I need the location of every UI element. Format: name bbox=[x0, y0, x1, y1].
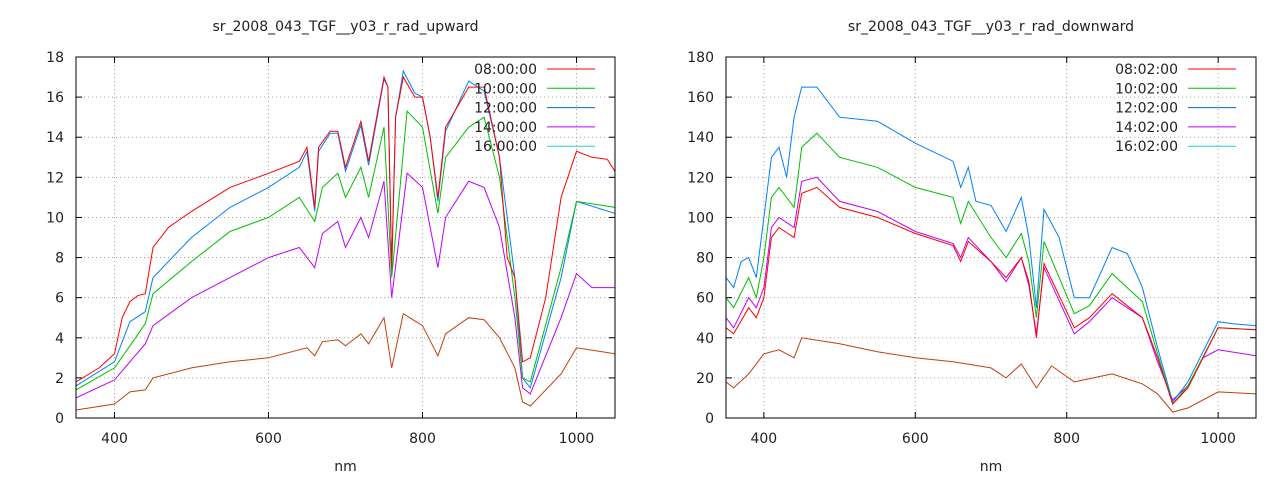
series-line-08:02:00 bbox=[726, 186, 1256, 405]
y-tick-label: 180 bbox=[687, 50, 714, 66]
series-line-12:02:00 bbox=[726, 86, 1256, 404]
x-tick-label: 1000 bbox=[1200, 431, 1236, 447]
plot-frame bbox=[75, 56, 616, 419]
y-tick-label: 140 bbox=[687, 130, 714, 146]
x-tick-label: 1000 bbox=[559, 431, 595, 447]
legend-label: 08:00:00 bbox=[474, 62, 537, 78]
legend-label: 16:00:00 bbox=[474, 139, 537, 155]
x-axis-label: nm bbox=[980, 459, 1003, 475]
legend-label: 08:02:00 bbox=[1115, 62, 1178, 78]
y-tick-label: 16 bbox=[46, 90, 64, 106]
x-axis-label: nm bbox=[334, 459, 357, 475]
y-tick-label: 100 bbox=[687, 210, 714, 226]
y-tick-label: 4 bbox=[55, 331, 64, 347]
y-tick-label: 40 bbox=[696, 331, 714, 347]
series-line-16:02:00 bbox=[726, 337, 1256, 413]
legend-label: 14:00:00 bbox=[474, 120, 537, 136]
chart-2: 0 20 40 60 80 100 120 140 160 180 400 600 800 1000 08:… bbox=[687, 19, 1257, 475]
series-line-14:00:00 bbox=[76, 172, 615, 399]
x-tick-label: 600 bbox=[902, 431, 929, 447]
y-tick-label: 8 bbox=[55, 251, 64, 267]
legend-label: 14:02:00 bbox=[1115, 120, 1178, 136]
y-tick-label: 120 bbox=[687, 170, 714, 186]
legend-label: 10:00:00 bbox=[474, 81, 537, 97]
chart-title: sr_2008_043_TGF__y03_r_rad_downward bbox=[848, 19, 1134, 35]
legend-label: 12:00:00 bbox=[474, 101, 537, 117]
x-tick-label: 800 bbox=[409, 431, 436, 447]
y-tick-label: 60 bbox=[696, 291, 714, 307]
series-line-16:00:00 bbox=[76, 312, 615, 411]
plot-frame bbox=[725, 56, 1257, 419]
y-tick-label: 2 bbox=[55, 371, 64, 387]
x-tick-label: 400 bbox=[101, 431, 128, 447]
series-line-10:02:00 bbox=[726, 132, 1256, 406]
y-tick-label: 160 bbox=[687, 90, 714, 106]
x-tick-label: 600 bbox=[255, 431, 282, 447]
y-tick-label: 12 bbox=[46, 170, 64, 186]
y-tick-label: 80 bbox=[696, 251, 714, 267]
y-tick-label: 20 bbox=[696, 371, 714, 387]
y-tick-label: 0 bbox=[55, 411, 64, 427]
x-tick-label: 400 bbox=[750, 431, 777, 447]
legend-label: 16:02:00 bbox=[1115, 139, 1178, 155]
series-line-14:02:00 bbox=[726, 176, 1256, 401]
y-tick-label: 18 bbox=[46, 50, 64, 66]
x-tick-label: 800 bbox=[1053, 431, 1080, 447]
series-line-12:00:00 bbox=[76, 69, 615, 389]
series-line-10:00:00 bbox=[76, 109, 615, 391]
legend-label: 10:02:00 bbox=[1115, 81, 1178, 97]
series-line-08:00:00 bbox=[76, 75, 615, 383]
y-tick-label: 10 bbox=[46, 210, 64, 226]
y-tick-label: 0 bbox=[705, 411, 714, 427]
chart-1: 0 2 4 6 8 10 12 14 16 18 400 600 800 1000 08:00:00 10:0… bbox=[46, 19, 616, 475]
chart-title: sr_2008_043_TGF__y03_r_rad_upward bbox=[212, 19, 478, 35]
y-tick-label: 14 bbox=[46, 130, 64, 146]
legend-label: 12:02:00 bbox=[1115, 101, 1178, 117]
y-tick-label: 6 bbox=[55, 291, 64, 307]
